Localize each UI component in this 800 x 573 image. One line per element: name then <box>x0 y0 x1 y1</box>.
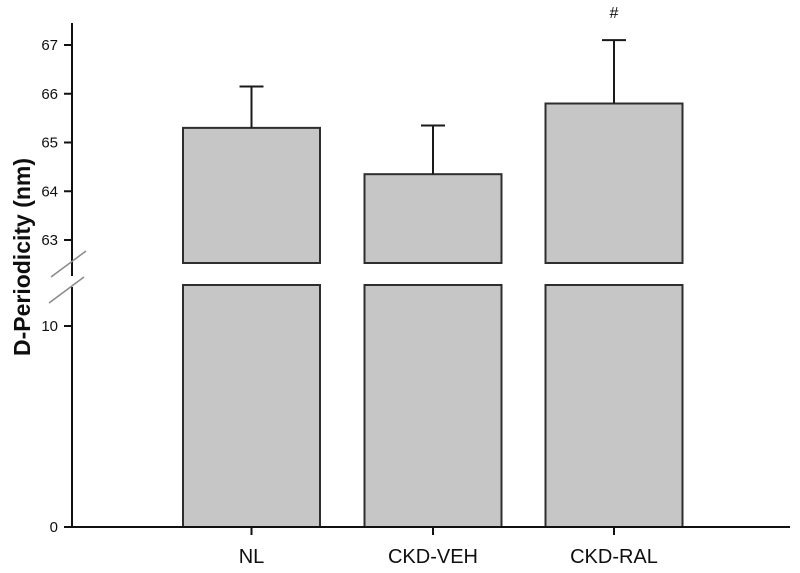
y-tick-label: 66 <box>41 86 58 103</box>
x-category-label: CKD-RAL <box>570 546 658 568</box>
y-tick-label: 10 <box>41 318 58 335</box>
bar-upper-CKD-VEH <box>363 173 503 264</box>
y-tick-label: 63 <box>41 232 58 249</box>
significance-marker: # <box>610 5 619 22</box>
bar-lower-CKD-VEH <box>363 284 503 528</box>
y-tick-label: 0 <box>50 519 58 536</box>
y-tick-label: 64 <box>41 183 58 200</box>
y-tick-label: 65 <box>41 135 58 152</box>
bar-upper-CKD-RAL <box>544 102 684 264</box>
x-category-label: NL <box>239 546 265 568</box>
axis-break-slash-upper <box>50 250 87 278</box>
y-tick-label: 67 <box>41 37 58 54</box>
y-axis-title: D-Periodicity (nm) <box>9 158 35 356</box>
bar-lower-CKD-RAL <box>544 284 684 528</box>
bar-lower-NL <box>182 284 321 528</box>
axis-break-slash-lower <box>48 276 85 304</box>
x-category-label: CKD-VEH <box>388 546 478 568</box>
bar-upper-NL <box>182 126 321 264</box>
